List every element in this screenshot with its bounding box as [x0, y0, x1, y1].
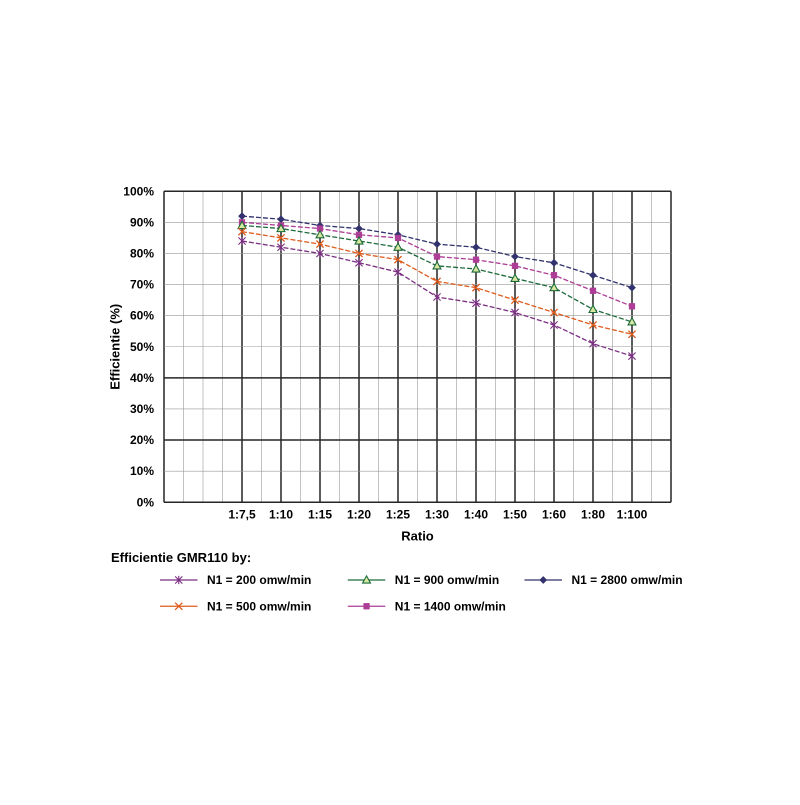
svg-text:1:100: 1:100	[617, 507, 648, 521]
svg-text:N1 = 1400 omw/min: N1 = 1400 omw/min	[395, 599, 506, 613]
svg-text:80%: 80%	[130, 246, 154, 260]
svg-text:N1 = 500 omw/min: N1 = 500 omw/min	[207, 599, 311, 613]
svg-text:N1 = 2800 omw/min: N1 = 2800 omw/min	[572, 573, 683, 587]
svg-text:1:7,5: 1:7,5	[228, 507, 256, 521]
svg-text:Ratio: Ratio	[401, 528, 434, 543]
svg-text:N1 = 900 omw/min: N1 = 900 omw/min	[395, 573, 499, 587]
svg-text:1:10: 1:10	[269, 507, 293, 521]
svg-text:10%: 10%	[130, 464, 154, 478]
svg-text:Efficientie (%): Efficientie (%)	[108, 304, 123, 390]
svg-text:1:20: 1:20	[347, 507, 371, 521]
svg-text:1:80: 1:80	[581, 507, 605, 521]
svg-text:100%: 100%	[123, 184, 154, 198]
svg-text:1:40: 1:40	[464, 507, 488, 521]
svg-text:1:30: 1:30	[425, 507, 449, 521]
svg-text:20%: 20%	[130, 433, 154, 447]
svg-text:1:15: 1:15	[308, 507, 332, 521]
svg-text:1:60: 1:60	[542, 507, 566, 521]
svg-text:1:50: 1:50	[503, 507, 527, 521]
svg-text:30%: 30%	[130, 402, 154, 416]
svg-text:1:25: 1:25	[386, 507, 410, 521]
svg-text:60%: 60%	[130, 309, 154, 323]
svg-text:50%: 50%	[130, 340, 154, 354]
svg-text:N1 = 200 omw/min: N1 = 200 omw/min	[207, 573, 311, 587]
svg-text:40%: 40%	[130, 371, 154, 385]
svg-text:70%: 70%	[130, 278, 154, 292]
svg-text:Efficientie GMR110 by:: Efficientie GMR110 by:	[111, 550, 251, 565]
svg-text:0%: 0%	[137, 495, 155, 509]
svg-text:90%: 90%	[130, 215, 154, 229]
